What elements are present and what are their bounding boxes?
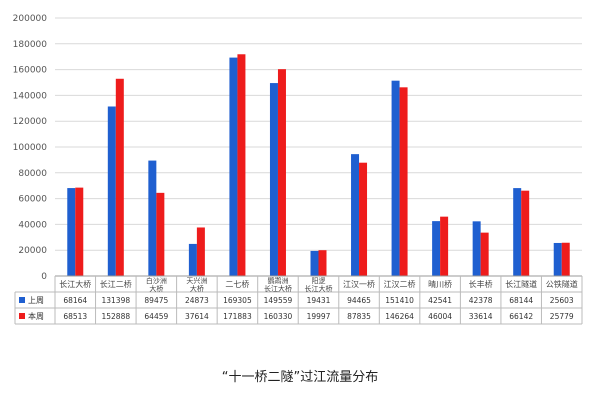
category-label: 白沙洲 <box>146 276 167 285</box>
bar-last-week <box>229 57 238 276</box>
data-label: 160330 <box>264 312 293 321</box>
data-label: 25779 <box>550 312 574 321</box>
category-label: 长江大桥 <box>264 284 292 293</box>
y-tick-label: 140000 <box>13 91 48 101</box>
data-label: 68513 <box>63 312 87 321</box>
y-tick-label: 200000 <box>13 14 48 24</box>
bar-last-week <box>513 188 522 276</box>
category-label: 晴川桥 <box>428 279 452 289</box>
bar-last-week <box>107 106 116 276</box>
bar-this-week <box>440 216 449 276</box>
y-tick-label: 40000 <box>18 220 47 230</box>
category-label: 长丰桥 <box>469 279 493 289</box>
data-label: 33614 <box>469 312 493 321</box>
bar-last-week <box>553 242 562 276</box>
data-label: 66142 <box>509 312 533 321</box>
category-label: 天兴洲 <box>186 276 207 285</box>
data-label: 68164 <box>63 296 87 305</box>
bar-last-week <box>67 188 76 276</box>
bar-last-week <box>472 221 481 276</box>
y-tick-label: 160000 <box>13 66 48 76</box>
data-label: 151410 <box>385 296 414 305</box>
bar-last-week <box>351 154 360 276</box>
category-label: 鹦鹉洲 <box>267 276 288 285</box>
data-label: 149559 <box>264 296 293 305</box>
y-tick-label: 180000 <box>13 40 48 50</box>
bar-this-week <box>156 192 165 276</box>
category-label: 公铁隧道 <box>546 279 578 289</box>
bar-last-week <box>188 243 197 276</box>
data-label: 94465 <box>347 296 371 305</box>
data-label: 152888 <box>101 312 130 321</box>
bar-last-week <box>148 160 157 276</box>
bar-this-week <box>521 190 530 276</box>
data-label: 131398 <box>101 296 130 305</box>
data-label: 37614 <box>185 312 209 321</box>
chart-caption: “十一桥二隧”过江流量分布 <box>221 370 379 385</box>
data-label: 46004 <box>428 312 452 321</box>
y-tick-label: 0 <box>41 272 47 282</box>
data-label: 171883 <box>223 312 252 321</box>
category-label: 长江大桥 <box>59 279 91 289</box>
data-label: 64459 <box>144 312 168 321</box>
category-label: 江汉二桥 <box>384 279 416 289</box>
bar-this-week <box>237 54 246 276</box>
legend-label: 本周 <box>28 311 44 321</box>
data-label: 169305 <box>223 296 252 305</box>
y-tick-label: 20000 <box>18 246 47 256</box>
data-label: 68144 <box>509 296 533 305</box>
legend-swatch <box>19 313 25 319</box>
category-label: 大桥 <box>149 284 163 293</box>
y-tick-label: 100000 <box>13 143 48 153</box>
bar-this-week <box>75 187 84 276</box>
bar-last-week <box>432 221 441 276</box>
bar-this-week <box>561 242 570 276</box>
y-tick-label: 120000 <box>13 117 48 127</box>
category-label: 二七桥 <box>225 279 249 289</box>
bar-last-week <box>310 250 319 276</box>
data-label: 146264 <box>385 312 414 321</box>
data-label: 42541 <box>428 296 452 305</box>
bar-this-week <box>196 227 205 276</box>
data-label: 87835 <box>347 312 371 321</box>
y-tick-label: 80000 <box>18 169 47 179</box>
chart-container: 0 20000 40000 60000 80000 100000 120000 140000 1… <box>13 14 583 325</box>
legend-swatch <box>19 297 25 303</box>
bar-this-week <box>115 78 124 277</box>
bar-last-week <box>391 80 400 277</box>
data-label: 89475 <box>144 296 168 305</box>
bar-chart: 0 20000 40000 60000 80000 100000 120000 140000 1… <box>13 14 583 325</box>
bar-this-week <box>399 87 408 276</box>
data-label: 19431 <box>307 296 331 305</box>
category-label: 阳逻 <box>312 276 326 285</box>
bar-last-week <box>269 83 278 276</box>
legend-label: 上周 <box>28 296 44 305</box>
bar-this-week <box>318 250 327 276</box>
category-label: 长江二桥 <box>100 279 132 289</box>
data-label: 24873 <box>185 296 209 305</box>
bar-this-week <box>277 69 286 276</box>
y-tick-label: 60000 <box>18 195 47 205</box>
category-label: 江汉一桥 <box>343 279 375 289</box>
bar-this-week <box>480 232 489 276</box>
category-label: 长江隧道 <box>505 279 537 289</box>
data-label: 25603 <box>550 296 574 305</box>
bar-this-week <box>359 162 368 276</box>
data-label: 42378 <box>469 296 493 305</box>
category-label: 长江大桥 <box>305 284 333 293</box>
data-label: 19997 <box>307 312 331 321</box>
category-label: 大桥 <box>190 284 204 293</box>
